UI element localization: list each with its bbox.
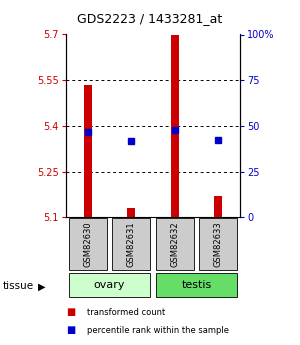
- Text: GSM82633: GSM82633: [214, 221, 223, 267]
- Text: ovary: ovary: [94, 280, 125, 290]
- Text: transformed count: transformed count: [87, 308, 165, 317]
- Text: ■: ■: [66, 325, 75, 335]
- Text: GSM82630: GSM82630: [83, 221, 92, 267]
- Text: percentile rank within the sample: percentile rank within the sample: [87, 326, 229, 335]
- Bar: [214, 196, 222, 217]
- Text: ■: ■: [66, 307, 75, 317]
- Bar: [171, 34, 179, 217]
- Bar: [69, 273, 150, 297]
- Bar: [127, 208, 135, 217]
- Text: tissue: tissue: [3, 282, 34, 291]
- Text: GSM82632: GSM82632: [170, 221, 179, 267]
- Text: ▶: ▶: [38, 282, 45, 291]
- Bar: [156, 273, 237, 297]
- Text: GDS2223 / 1433281_at: GDS2223 / 1433281_at: [77, 12, 223, 26]
- Text: GSM82631: GSM82631: [127, 221, 136, 267]
- Text: testis: testis: [182, 280, 212, 290]
- Bar: [199, 218, 237, 270]
- Bar: [84, 85, 92, 217]
- Bar: [112, 218, 150, 270]
- Bar: [69, 218, 107, 270]
- Bar: [156, 218, 194, 270]
